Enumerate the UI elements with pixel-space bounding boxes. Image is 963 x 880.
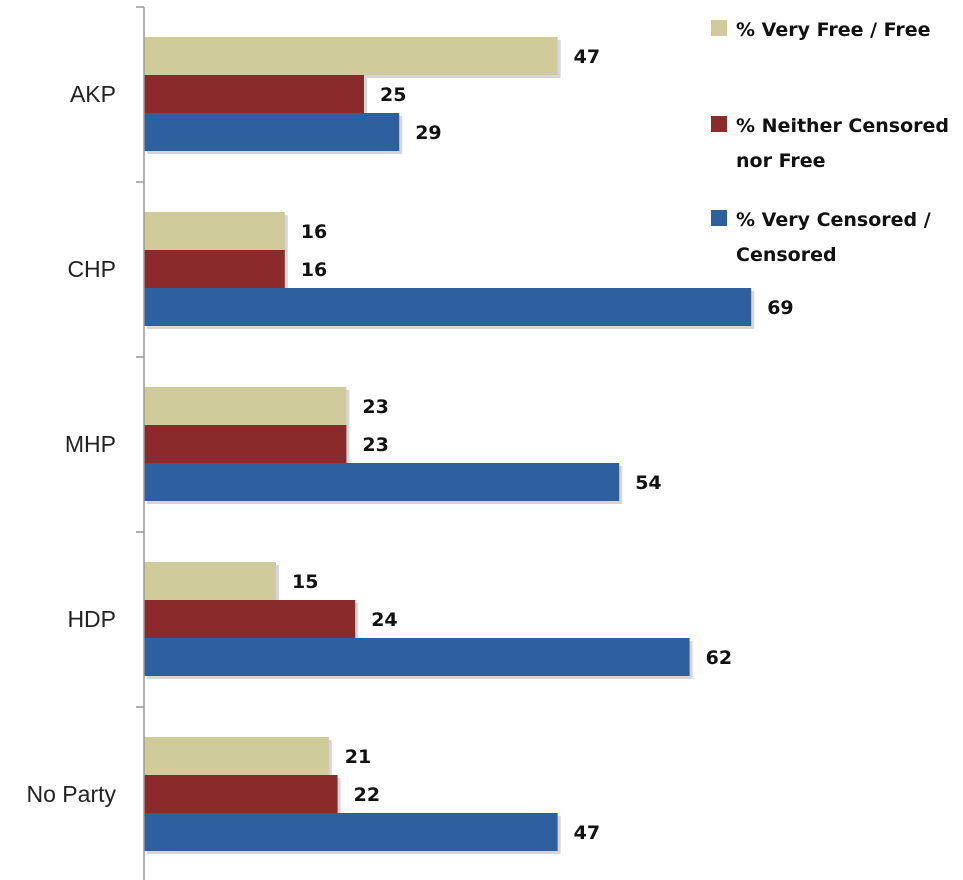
bar-hdp-series-1 [144,562,276,600]
legend-label: % Neither Censored [736,115,949,137]
category-label: No Party [27,781,117,807]
bar-hdp-series-3 [144,638,690,676]
bar-chp-series-3 [144,288,752,326]
data-label: 21 [345,746,371,768]
data-label: 23 [362,434,388,456]
legend: % Very Free / Free % Neither Censored nor … [711,19,949,266]
bar-no-party-series-3 [144,813,558,851]
legend-swatch [711,210,727,226]
legend-label: % Very Free / Free [736,19,931,41]
bar-chp-series-2 [144,250,285,288]
data-label: 47 [574,822,600,844]
data-label: 29 [415,122,441,144]
legend-swatch [711,20,727,36]
data-label: 54 [635,472,661,494]
data-label: 16 [301,259,327,281]
category-label: CHP [67,256,116,282]
legend-label: Censored [736,244,837,266]
legend-label: % Very Censored / [736,209,931,231]
category-label: AKP [70,81,116,107]
bar-no-party-series-1 [144,737,329,775]
data-label: 16 [301,221,327,243]
bar-mhp-series-3 [144,463,620,501]
data-label: 25 [380,84,406,106]
bar-akp-series-2 [144,75,364,113]
data-label: 69 [767,297,793,319]
legend-swatch [711,116,727,132]
category-axis: AKP CHP MHP HDP No Party [27,6,145,880]
legend-label: nor Free [736,150,825,172]
data-label: 23 [362,396,388,418]
data-label: 15 [292,571,318,593]
data-label: 22 [354,784,380,806]
data-label: 47 [574,46,600,68]
category-label: MHP [65,431,116,457]
bar-no-party-series-2 [144,775,338,813]
bar-hdp-series-2 [144,600,356,638]
data-label: 62 [706,647,732,669]
data-label: 24 [371,609,397,631]
bar-akp-series-1 [144,37,558,75]
bar-mhp-series-2 [144,425,347,463]
bar-chp-series-1 [144,212,285,250]
bar-akp-series-3 [144,113,400,151]
bar-mhp-series-1 [144,387,347,425]
category-label: HDP [67,606,116,632]
bars-layer: 47 25 29 16 16 69 23 23 54 15 24 62 21 22 47 [144,37,794,854]
